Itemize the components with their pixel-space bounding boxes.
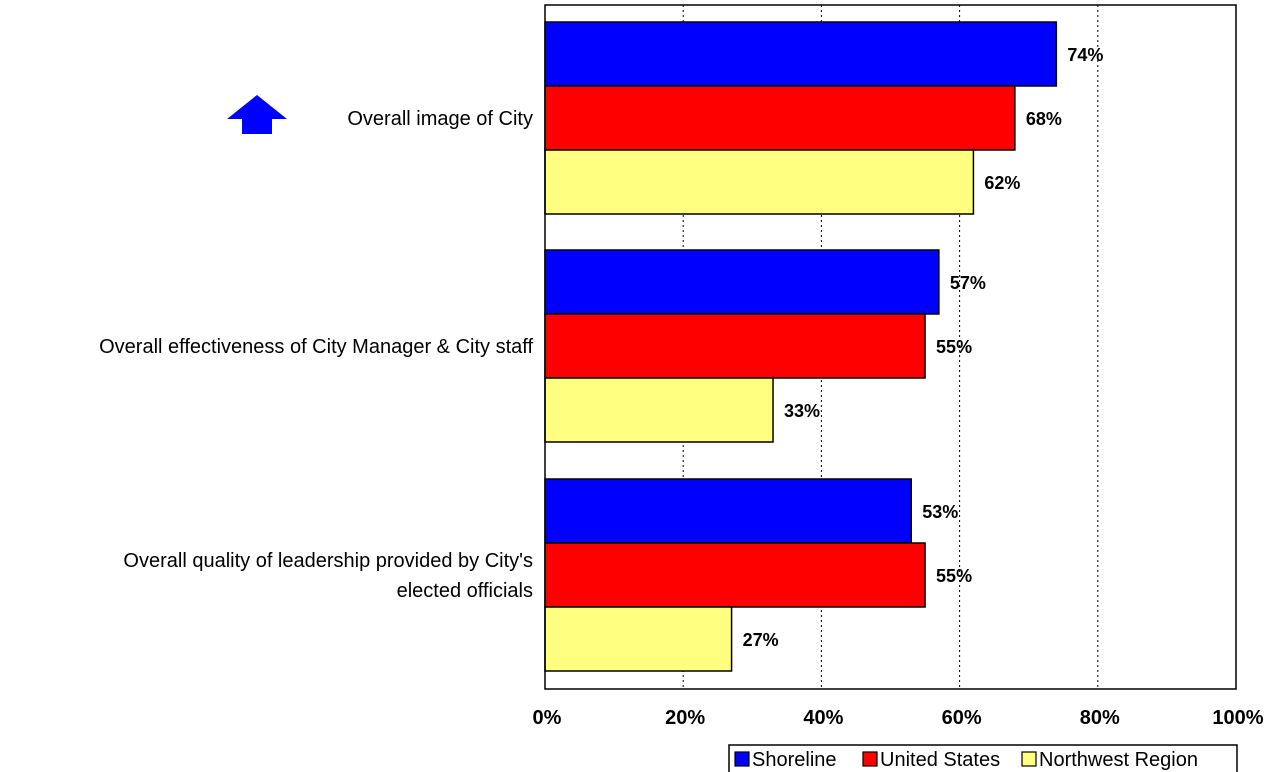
x-axis-ticks: 0% 20% 40% 60% 80% 100%: [533, 707, 1264, 729]
legend-label: Northwest Region: [1039, 749, 1198, 771]
legend-label: Shoreline: [752, 749, 837, 771]
data-label: 55%: [936, 337, 972, 357]
x-tick-label: 80%: [1080, 707, 1120, 729]
x-tick-label: 0%: [533, 707, 562, 729]
x-tick-label: 40%: [803, 707, 843, 729]
legend-swatch: [863, 752, 877, 766]
bar-northwest-region: [545, 150, 973, 214]
data-label: 57%: [950, 273, 986, 293]
bar-united-states: [545, 543, 925, 607]
bar-shoreline: [545, 479, 911, 543]
bar-northwest-region: [545, 378, 773, 442]
legend-label: United States: [880, 749, 1000, 771]
category-label: Overall image of City: [347, 108, 533, 130]
bar-united-states: [545, 86, 1015, 150]
bars: [545, 22, 1056, 671]
data-label: 33%: [784, 401, 820, 421]
bar-shoreline: [545, 22, 1056, 86]
data-label: 74%: [1067, 45, 1103, 65]
category-labels: Overall image of City Overall effectivene…: [99, 108, 533, 602]
bar-northwest-region: [545, 607, 732, 671]
data-label: 62%: [984, 173, 1020, 193]
bar-shoreline: [545, 250, 939, 314]
x-tick-label: 100%: [1212, 707, 1263, 729]
data-label: 68%: [1026, 109, 1062, 129]
category-label: Overall effectiveness of City Manager & …: [99, 336, 533, 358]
data-label: 27%: [743, 630, 779, 650]
bar-united-states: [545, 314, 925, 378]
up-arrow-icon: [227, 95, 287, 134]
x-tick-label: 20%: [665, 707, 705, 729]
x-tick-label: 60%: [942, 707, 982, 729]
legend: Shoreline United States Northwest Region: [729, 745, 1237, 772]
legend-swatch: [1022, 752, 1036, 766]
data-label: 55%: [936, 566, 972, 586]
indicator: [227, 95, 287, 134]
category-label: elected officials: [397, 580, 533, 602]
data-label: 53%: [922, 502, 958, 522]
category-label: Overall quality of leadership provided b…: [123, 550, 533, 572]
legend-swatch: [735, 752, 749, 766]
